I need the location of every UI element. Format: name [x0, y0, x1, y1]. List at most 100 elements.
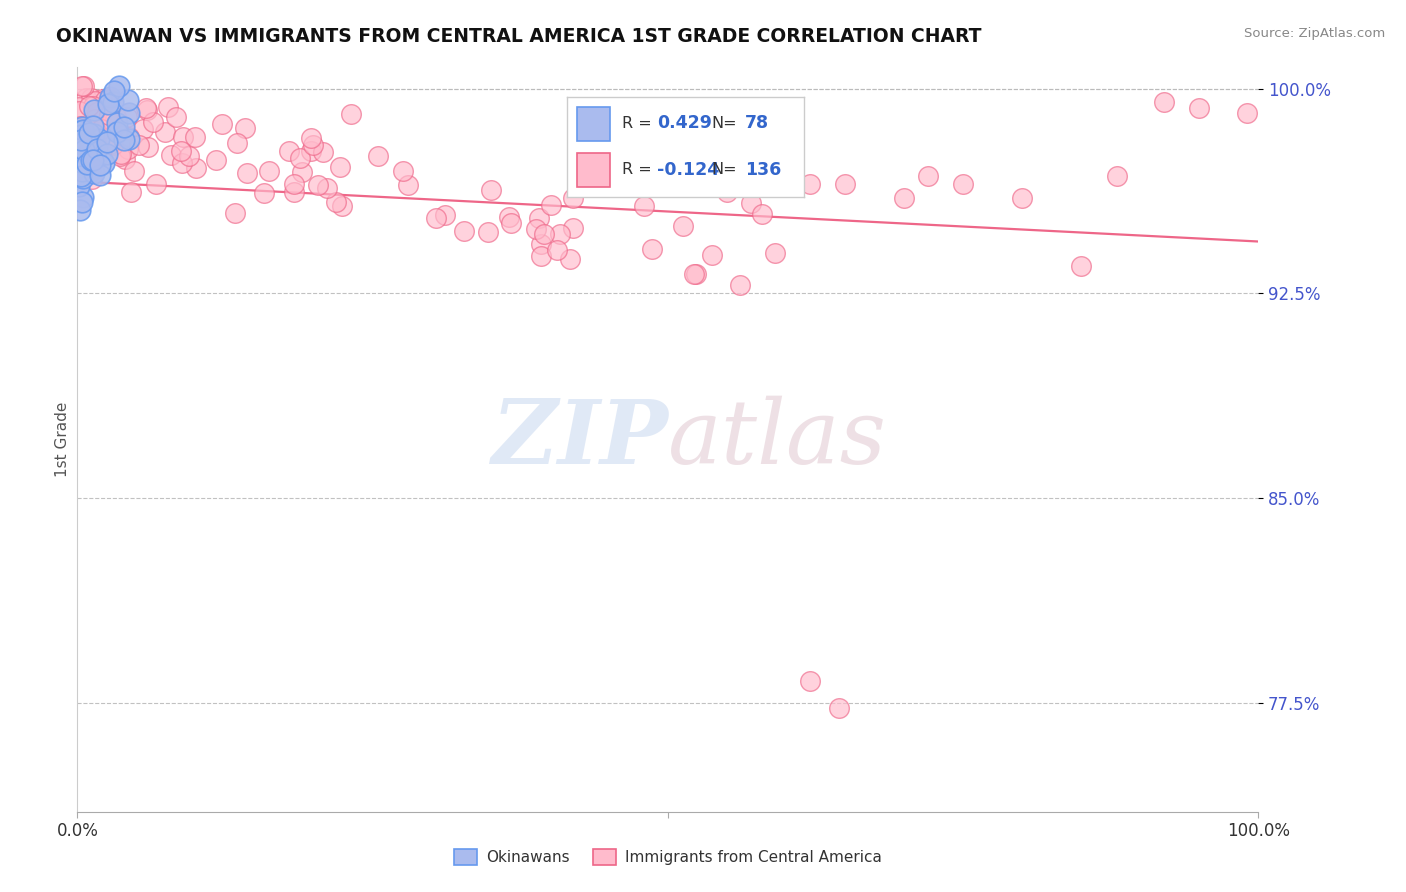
Point — [70, 142, 93, 156]
Point — [91, 93, 114, 107]
Point — [84, 152, 107, 166]
Point — [259, 164, 281, 178]
Point — [716, 186, 738, 200]
Point — [153, 125, 176, 139]
Point — [277, 145, 299, 159]
Point — [205, 153, 228, 167]
Point — [330, 199, 353, 213]
Point — [1236, 106, 1258, 120]
Point — [681, 169, 703, 183]
Point — [75, 91, 97, 105]
Point — [560, 252, 582, 267]
Point — [316, 180, 339, 194]
Point — [283, 178, 305, 192]
Point — [98, 137, 121, 152]
Point — [453, 224, 475, 238]
Point — [84, 94, 107, 108]
Point — [425, 211, 447, 225]
Legend: Okinawans, Immigrants from Central America: Okinawans, Immigrants from Central Ameri… — [449, 843, 887, 871]
Point — [117, 142, 139, 156]
Point — [299, 131, 322, 145]
Point — [1105, 169, 1128, 183]
Point — [69, 128, 91, 143]
Point — [83, 165, 105, 179]
Point — [329, 160, 352, 174]
Point — [67, 130, 90, 145]
Point — [136, 140, 159, 154]
Point — [89, 158, 111, 172]
Point — [392, 164, 415, 178]
Point — [828, 701, 851, 715]
Point — [69, 202, 91, 217]
Point — [98, 108, 121, 122]
Point — [110, 146, 132, 161]
Point — [952, 178, 974, 192]
Point — [83, 128, 105, 142]
Point — [70, 152, 93, 166]
Point — [70, 164, 93, 178]
Point — [73, 78, 96, 93]
Point — [67, 144, 90, 158]
Point — [86, 142, 108, 156]
Point — [763, 246, 786, 260]
Point — [70, 195, 93, 210]
Point — [105, 116, 128, 130]
Point — [224, 205, 246, 219]
Point — [67, 140, 90, 154]
Point — [77, 99, 100, 113]
Point — [107, 124, 129, 138]
Point — [135, 101, 157, 115]
Point — [86, 139, 108, 153]
Point — [135, 103, 157, 117]
Point — [67, 178, 90, 193]
Point — [69, 144, 91, 158]
Point — [82, 153, 104, 167]
Point — [96, 135, 118, 149]
Point — [69, 158, 91, 172]
Point — [548, 227, 571, 241]
Point — [165, 111, 187, 125]
Point — [67, 100, 90, 114]
Point — [325, 195, 347, 210]
Text: OKINAWAN VS IMMIGRANTS FROM CENTRAL AMERICA 1ST GRADE CORRELATION CHART: OKINAWAN VS IMMIGRANTS FROM CENTRAL AMER… — [56, 27, 981, 45]
Point — [299, 144, 322, 158]
Point — [67, 120, 90, 135]
Point — [76, 152, 98, 166]
Point — [90, 121, 112, 136]
Point — [499, 216, 522, 230]
Point — [70, 155, 93, 169]
Point — [96, 147, 118, 161]
Point — [562, 191, 585, 205]
Point — [69, 137, 91, 152]
Point — [80, 120, 103, 135]
Point — [917, 169, 939, 183]
Point — [108, 149, 131, 163]
Point — [67, 151, 90, 165]
Point — [77, 126, 100, 140]
Point — [115, 110, 138, 124]
Point — [108, 78, 131, 93]
Point — [69, 145, 91, 160]
Point — [96, 112, 118, 127]
Point — [67, 124, 90, 138]
Point — [72, 135, 94, 149]
Point — [114, 153, 136, 167]
Point — [118, 105, 141, 120]
Point — [98, 92, 121, 106]
Point — [97, 97, 120, 112]
Point — [79, 165, 101, 179]
Point — [70, 169, 93, 183]
Point — [184, 129, 207, 144]
Point — [69, 130, 91, 145]
Point — [86, 104, 108, 119]
Point — [1153, 95, 1175, 110]
Point — [75, 156, 97, 170]
Point — [73, 143, 96, 157]
Point — [799, 673, 821, 688]
Point — [67, 162, 90, 177]
Point — [72, 190, 94, 204]
Point — [253, 186, 276, 200]
Point — [75, 155, 97, 169]
Point — [67, 104, 90, 119]
Point — [302, 137, 325, 152]
